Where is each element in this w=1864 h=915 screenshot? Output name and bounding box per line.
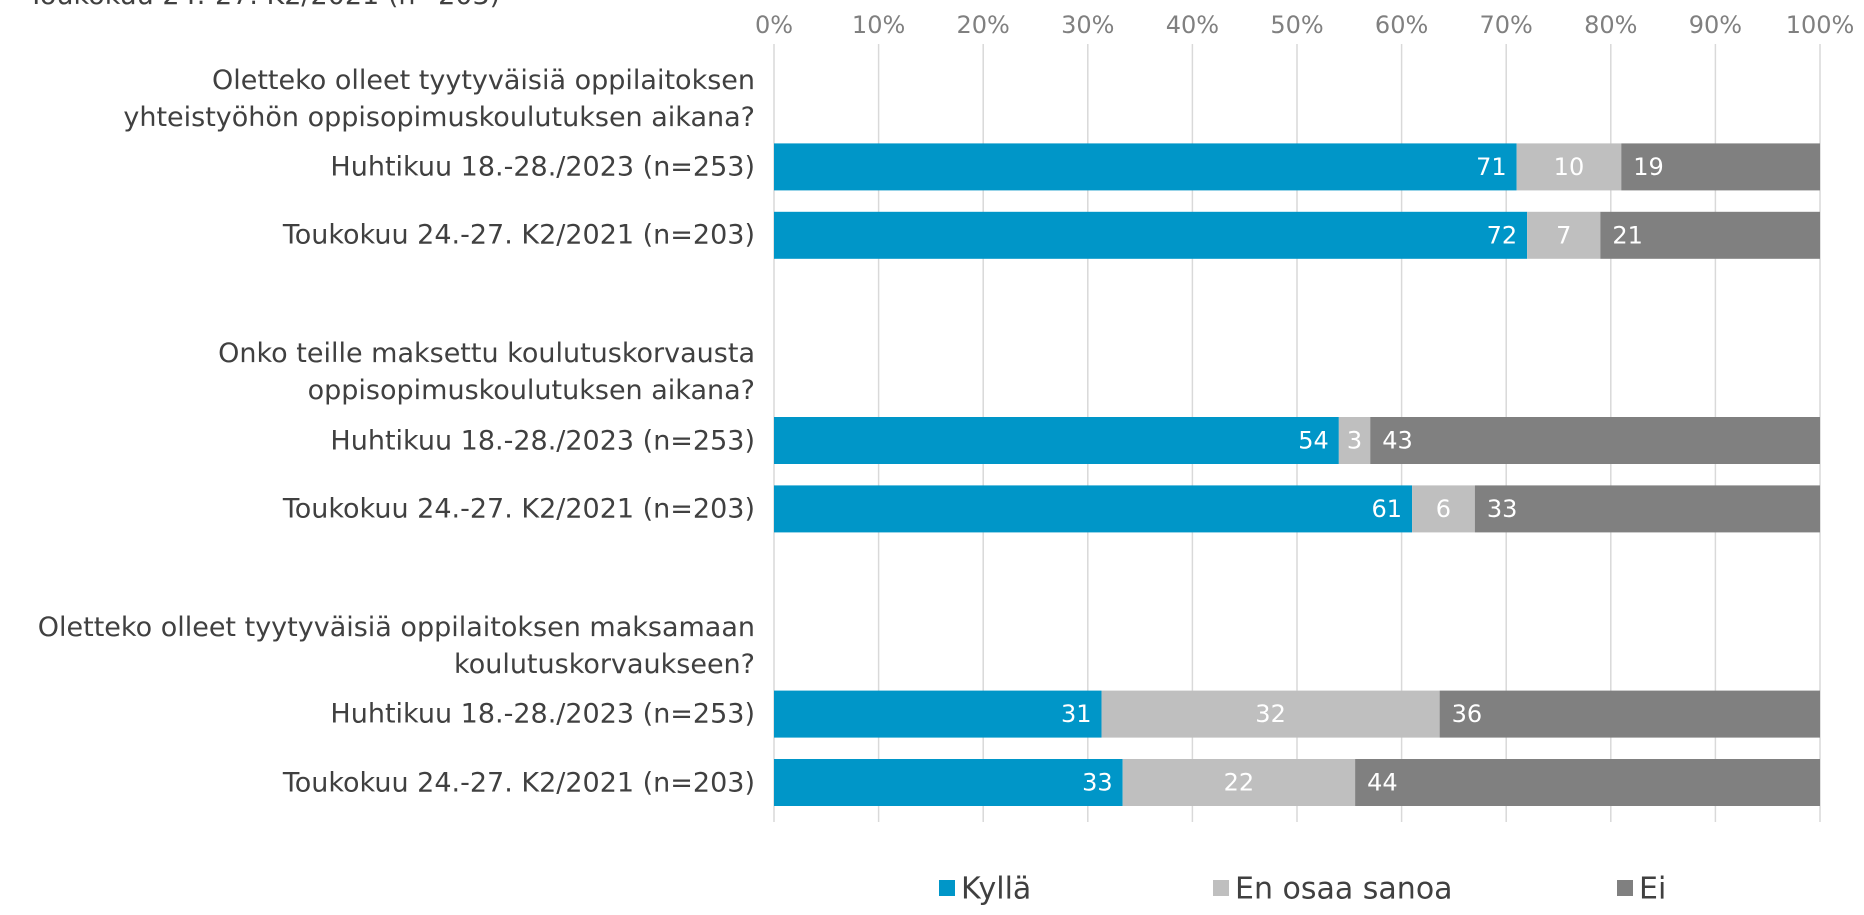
category-label: Toukokuu 24.-27. K2/2021 (n=203) [282,493,755,525]
bar-segment [774,211,1528,259]
legend-label: Ei [1639,872,1666,907]
bar-segment [1355,759,1820,806]
x-tick-label: 60% [1375,11,1428,39]
x-tick-label: 40% [1166,11,1219,39]
bar-segment [1474,485,1820,533]
category-label: Huhtikuu 18.-28./2023 (n=253) [330,425,755,456]
category-label: Huhtikuu 18.-28./2023 (n=253) [330,151,755,183]
category-label: Toukokuu 24.-27. K2/2021 (n=203) [282,767,755,798]
bar-segment [774,485,1413,533]
bar-segment [1527,211,1601,259]
chart-title: Toukokuu 24.-27. K2/2021 (n=203) [28,0,500,11]
bar-segment [1439,690,1820,738]
bar-segment [1338,417,1371,464]
x-tick-label: 20% [957,11,1010,39]
category-label: Huhtikuu 18.-28./2023 (n=253) [330,698,755,730]
group-label: Oletteko olleet tyytyväisiä oppilaitokse… [123,64,755,133]
group-label: Onko teille maksettu koulutuskorvausta o… [218,338,755,407]
x-tick-label: 90% [1689,11,1742,39]
group-label: Oletteko olleet tyytyväisiä oppilaitokse… [37,611,755,680]
legend-swatch [1213,880,1229,896]
x-tick-label: 30% [1061,11,1114,39]
x-tick-label: 80% [1584,11,1637,39]
bar-segment [774,417,1339,464]
data-label: 19 [1633,153,1664,181]
data-label: 33 [1082,769,1113,797]
category-label: Toukokuu 24.-27. K2/2021 (n=203) [282,219,755,251]
data-label: 72 [1487,221,1518,249]
data-label: 33 [1487,495,1518,523]
bar-segment [774,143,1517,191]
bar-segment [1621,143,1820,191]
data-label: 7 [1556,221,1571,249]
data-label: 21 [1612,221,1643,249]
data-label: 44 [1367,769,1398,797]
data-label: 61 [1372,495,1403,523]
x-tick-label: 100% [1786,11,1855,39]
x-tick-label: 10% [852,11,905,39]
data-label: 22 [1224,769,1255,797]
bar-segment [1370,417,1820,464]
x-tick-label: 50% [1270,11,1323,39]
data-label: 54 [1298,427,1329,455]
x-tick-label: 70% [1480,11,1533,39]
data-label: 3 [1347,427,1362,455]
bar-segment [774,759,1123,806]
legend-label: Kyllä [961,872,1031,907]
data-label: 31 [1061,700,1092,728]
bar-segment [1122,759,1356,806]
bar-segment [774,690,1102,738]
legend-swatch [1617,880,1633,896]
data-label: 36 [1452,700,1483,728]
data-label: 43 [1382,427,1413,455]
data-label: 71 [1476,153,1507,181]
legend-swatch [939,880,955,896]
bar-segment [1600,211,1820,259]
data-label: 10 [1554,153,1585,181]
x-tick-label: 0% [755,11,793,39]
bar-segment [1101,690,1440,738]
data-label: 32 [1255,700,1286,728]
legend-label: En osaa sanoa [1235,872,1453,907]
bar-segment [1516,143,1622,191]
bar-segment [1412,485,1475,533]
data-label: 6 [1436,495,1451,523]
